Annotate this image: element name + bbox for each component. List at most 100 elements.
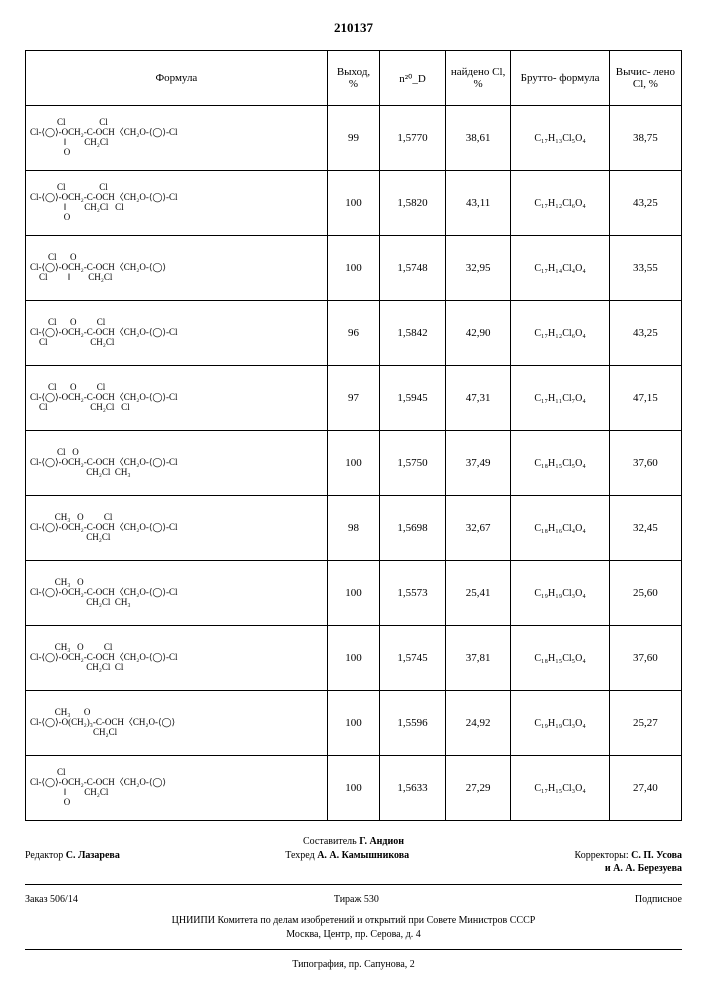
order-number: Заказ 506/14 [25, 893, 78, 907]
cell-nd: 1,5945 [380, 366, 446, 431]
cell-found-cl: 47,31 [445, 366, 511, 431]
cell-brutto: C₁₈H₁₆Cl₄O₄ [511, 496, 609, 561]
cell-nd: 1,5750 [380, 431, 446, 496]
cell-formula: Cl Cl Cl-⟨◯⟩-OCH₂-C-OCH〈CH₂O-⟨◯⟩-Cl ‖ CH… [26, 171, 328, 236]
cell-calc-cl: 43,25 [609, 171, 681, 236]
cell-yield: 100 [327, 171, 379, 236]
cell-brutto: C₁₉H₁₉Cl₃O₄ [511, 691, 609, 756]
cell-brutto: C₁₇H₁₃Cl₅O₄ [511, 106, 609, 171]
cell-calc-cl: 37,60 [609, 626, 681, 691]
table-row: CH₃ O Cl-⟨◯⟩-O(CH₂)₃-C-OCH〈CH₂O-⟨◯⟩ CH₂C… [26, 691, 682, 756]
cell-found-cl: 25,41 [445, 561, 511, 626]
techred-name: А. А. Камышникова [317, 850, 409, 861]
cell-calc-cl: 43,25 [609, 301, 681, 366]
col-calc-cl: Вычис- лено Cl, % [609, 51, 681, 106]
cell-formula: CH₃ O Cl-⟨◯⟩-OCH₂-C-OCH〈CH₂O-⟨◯⟩-Cl CH₂C… [26, 561, 328, 626]
cell-brutto: C₁₉H₁₉Cl₃O₄ [511, 561, 609, 626]
cell-calc-cl: 25,27 [609, 691, 681, 756]
cell-brutto: C₁₇H₁₅Cl₃O₄ [511, 756, 609, 821]
cell-brutto: C₁₈H₁₅Cl₅O₄ [511, 431, 609, 496]
col-nd: n²⁰_D [380, 51, 446, 106]
cell-found-cl: 43,11 [445, 171, 511, 236]
cell-formula: Cl O Cl Cl-⟨◯⟩-OCH₂-C-OCH〈CH₂O-⟨◯⟩-Cl Cl… [26, 301, 328, 366]
cell-brutto: C₁₇H₁₂Cl₆O₄ [511, 301, 609, 366]
table-row: Cl Cl-⟨◯⟩-OCH₂-C-OCH〈CH₂O-⟨◯⟩ ‖ CH₂Cl O1… [26, 756, 682, 821]
divider [25, 949, 682, 950]
editor-label: Редактор [25, 850, 63, 861]
cell-yield: 97 [327, 366, 379, 431]
credits-block: Составитель Г. Андион Редактор С. Лазаре… [25, 835, 682, 972]
compiler-label: Составитель [303, 836, 357, 847]
compounds-table: Формула Выход, % n²⁰_D найдено Cl, % Бру… [25, 50, 682, 821]
col-found-cl: найдено Cl, % [445, 51, 511, 106]
editor-name: С. Лазарева [66, 850, 120, 861]
cell-formula: Cl O Cl-⟨◯⟩-OCH₂-C-OCH〈CH₂O-⟨◯⟩ Cl ‖ CH₂… [26, 236, 328, 301]
cell-yield: 99 [327, 106, 379, 171]
col-brutto: Брутто- формула [511, 51, 609, 106]
podpisnoe: Подписное [635, 893, 682, 907]
table-row: Cl O Cl-⟨◯⟩-OCH₂-C-OCH〈CH₂O-⟨◯⟩ Cl ‖ CH₂… [26, 236, 682, 301]
table-row: CH₃ O Cl Cl-⟨◯⟩-OCH₂-C-OCH〈CH₂O-⟨◯⟩-Cl C… [26, 626, 682, 691]
cell-brutto: C₁₇H₁₄Cl₄O₄ [511, 236, 609, 301]
cell-yield: 96 [327, 301, 379, 366]
cell-found-cl: 37,81 [445, 626, 511, 691]
cell-found-cl: 32,95 [445, 236, 511, 301]
cell-yield: 100 [327, 236, 379, 301]
cell-formula: Cl O Cl-⟨◯⟩-OCH₂-C-OCH〈CH₂O-⟨◯⟩-Cl CH₂Cl… [26, 431, 328, 496]
cell-nd: 1,5633 [380, 756, 446, 821]
cell-yield: 100 [327, 756, 379, 821]
page-number: 210137 [25, 20, 682, 36]
cell-yield: 100 [327, 691, 379, 756]
addr-line: Москва, Центр, пр. Серова, д. 4 [25, 928, 682, 942]
cell-formula: Cl O Cl Cl-⟨◯⟩-OCH₂-C-OCH〈CH₂O-⟨◯⟩-Cl Cl… [26, 366, 328, 431]
table-row: Cl O Cl-⟨◯⟩-OCH₂-C-OCH〈CH₂O-⟨◯⟩-Cl CH₂Cl… [26, 431, 682, 496]
cell-nd: 1,5745 [380, 626, 446, 691]
cell-formula: CH₃ O Cl Cl-⟨◯⟩-OCH₂-C-OCH〈CH₂O-⟨◯⟩-Cl C… [26, 496, 328, 561]
divider [25, 884, 682, 885]
cell-calc-cl: 37,60 [609, 431, 681, 496]
cell-calc-cl: 32,45 [609, 496, 681, 561]
cell-calc-cl: 25,60 [609, 561, 681, 626]
cell-yield: 100 [327, 626, 379, 691]
table-row: Cl O Cl Cl-⟨◯⟩-OCH₂-C-OCH〈CH₂O-⟨◯⟩-Cl Cl… [26, 366, 682, 431]
corr-label: Корректоры: [575, 850, 629, 861]
cell-formula: CH₃ O Cl Cl-⟨◯⟩-OCH₂-C-OCH〈CH₂O-⟨◯⟩-Cl C… [26, 626, 328, 691]
cell-found-cl: 38,61 [445, 106, 511, 171]
cell-calc-cl: 47,15 [609, 366, 681, 431]
table-row: Cl O Cl Cl-⟨◯⟩-OCH₂-C-OCH〈CH₂O-⟨◯⟩-Cl Cl… [26, 301, 682, 366]
table-row: Cl Cl Cl-⟨◯⟩-OCH₂-C-OCH〈CH₂O-⟨◯⟩-Cl ‖ CH… [26, 171, 682, 236]
typo-line: Типография, пр. Сапунова, 2 [25, 958, 682, 972]
cell-found-cl: 42,90 [445, 301, 511, 366]
cell-brutto: C₁₈H₁₅Cl₅O₄ [511, 626, 609, 691]
table-row: CH₃ O Cl-⟨◯⟩-OCH₂-C-OCH〈CH₂O-⟨◯⟩-Cl CH₂C… [26, 561, 682, 626]
techred-label: Техред [285, 850, 314, 861]
cell-brutto: C₁₇H₁₁Cl₇O₄ [511, 366, 609, 431]
cell-nd: 1,5748 [380, 236, 446, 301]
cell-formula: CH₃ O Cl-⟨◯⟩-O(CH₂)₃-C-OCH〈CH₂O-⟨◯⟩ CH₂C… [26, 691, 328, 756]
table-row: Cl Cl Cl-⟨◯⟩-OCH₂-C-OCH〈CH₂O-⟨◯⟩-Cl ‖ CH… [26, 106, 682, 171]
col-formula: Формула [26, 51, 328, 106]
table-row: CH₃ O Cl Cl-⟨◯⟩-OCH₂-C-OCH〈CH₂O-⟨◯⟩-Cl C… [26, 496, 682, 561]
table-header-row: Формула Выход, % n²⁰_D найдено Cl, % Бру… [26, 51, 682, 106]
cell-found-cl: 37,49 [445, 431, 511, 496]
org-line: ЦНИИПИ Комитета по делам изобретений и о… [25, 914, 682, 928]
cell-formula: Cl Cl-⟨◯⟩-OCH₂-C-OCH〈CH₂O-⟨◯⟩ ‖ CH₂Cl O [26, 756, 328, 821]
tirazh: Тираж 530 [334, 893, 379, 907]
cell-calc-cl: 33,55 [609, 236, 681, 301]
corr2: и А. А. Березуева [605, 863, 682, 874]
cell-nd: 1,5573 [380, 561, 446, 626]
cell-nd: 1,5770 [380, 106, 446, 171]
cell-brutto: C₁₇H₁₂Cl₆O₄ [511, 171, 609, 236]
cell-calc-cl: 27,40 [609, 756, 681, 821]
cell-nd: 1,5698 [380, 496, 446, 561]
cell-nd: 1,5820 [380, 171, 446, 236]
cell-formula: Cl Cl Cl-⟨◯⟩-OCH₂-C-OCH〈CH₂O-⟨◯⟩-Cl ‖ CH… [26, 106, 328, 171]
cell-yield: 100 [327, 431, 379, 496]
compiler-name: Г. Андион [359, 836, 404, 847]
cell-found-cl: 27,29 [445, 756, 511, 821]
cell-nd: 1,5596 [380, 691, 446, 756]
corr1: С. П. Усова [631, 850, 682, 861]
cell-yield: 100 [327, 561, 379, 626]
cell-found-cl: 32,67 [445, 496, 511, 561]
cell-yield: 98 [327, 496, 379, 561]
